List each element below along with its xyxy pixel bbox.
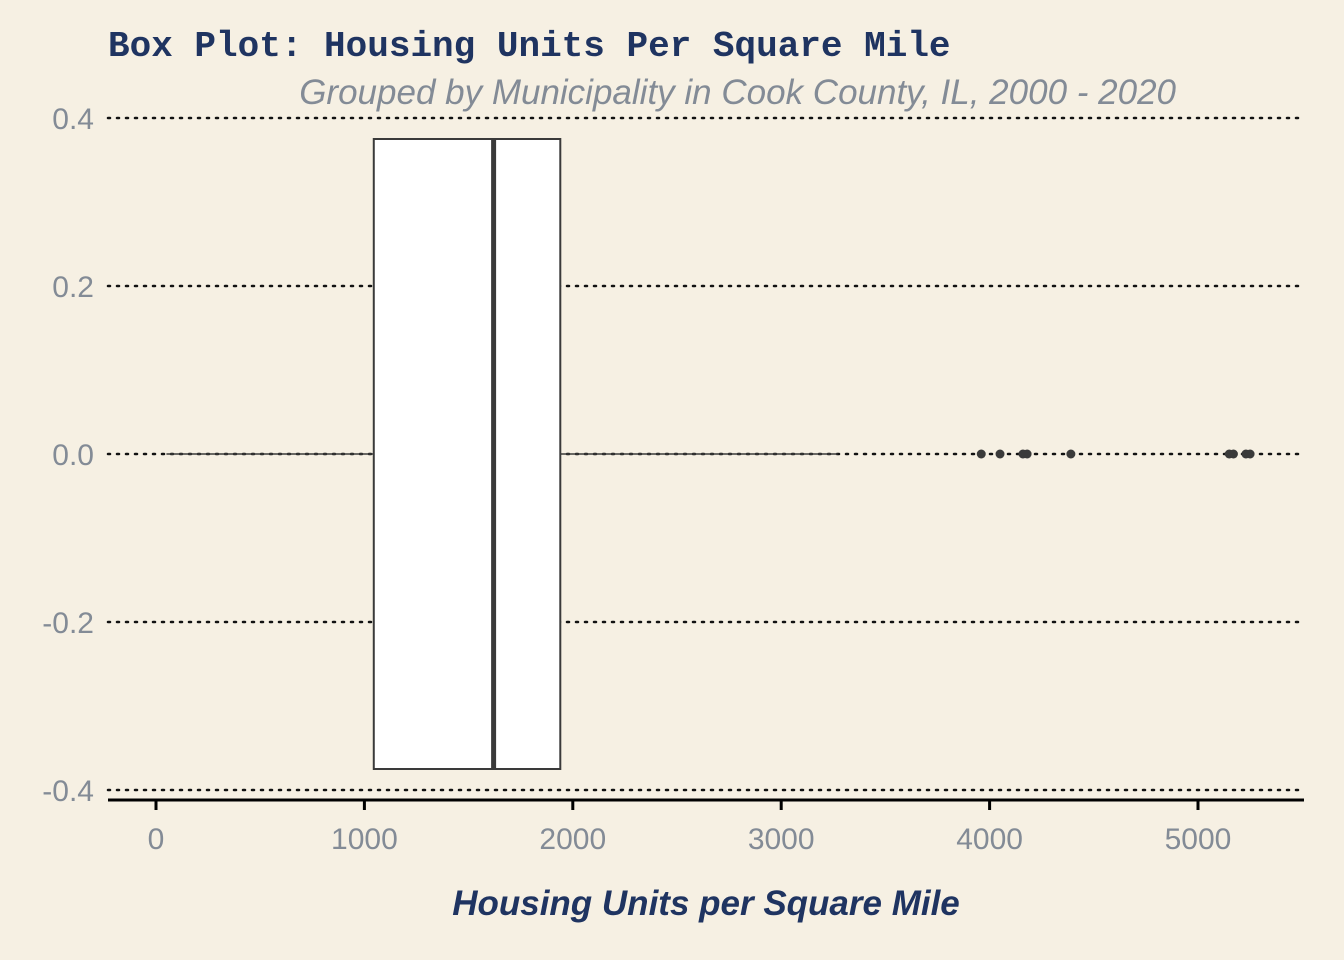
outlier-point-6 [1228, 449, 1238, 459]
outlier-point-4 [1066, 449, 1076, 459]
x-tick-label-1: 1000 [331, 823, 398, 856]
x-tick-label-0: 0 [148, 823, 165, 856]
y-tick-label-4: -0.4 [42, 775, 94, 808]
x-tick-label-2: 2000 [539, 823, 606, 856]
y-axis-ticks: 0.4 0.2 0.0 -0.2 -0.4 [42, 103, 94, 808]
x-tick-label-4: 4000 [956, 823, 1023, 856]
x-tick-label-3: 3000 [748, 823, 815, 856]
y-tick-label-1: 0.2 [52, 271, 94, 304]
outlier-point-0 [976, 449, 986, 459]
x-axis-title: Housing Units per Square Mile [452, 884, 960, 923]
y-tick-label-3: -0.2 [42, 607, 94, 640]
chart-title: Box Plot: Housing Units Per Square Mile [108, 26, 951, 67]
chart-subtitle: Grouped by Municipality in Cook County, … [299, 73, 1176, 112]
y-tick-label-2: 0.0 [52, 439, 94, 472]
box [372, 138, 562, 770]
x-tick-label-5: 5000 [1165, 823, 1232, 856]
x-axis-ticks: 0 1000 2000 3000 4000 5000 [148, 800, 1232, 856]
outliers [976, 449, 1255, 459]
outlier-point-3 [1022, 449, 1032, 459]
y-tick-label-0: 0.4 [52, 103, 94, 136]
box-iqr [372, 138, 562, 770]
outlier-point-8 [1245, 449, 1255, 459]
outlier-point-1 [995, 449, 1005, 459]
